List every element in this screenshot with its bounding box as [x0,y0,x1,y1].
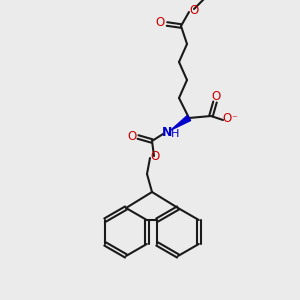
Text: O: O [150,151,160,164]
Text: O: O [222,112,232,125]
Text: O: O [155,16,165,29]
Text: O: O [189,4,199,16]
Text: ⁻: ⁻ [231,114,237,124]
Text: O: O [128,130,136,143]
Text: O: O [212,91,220,103]
Text: H: H [171,129,179,139]
Polygon shape [171,116,191,130]
Text: N: N [162,125,172,139]
